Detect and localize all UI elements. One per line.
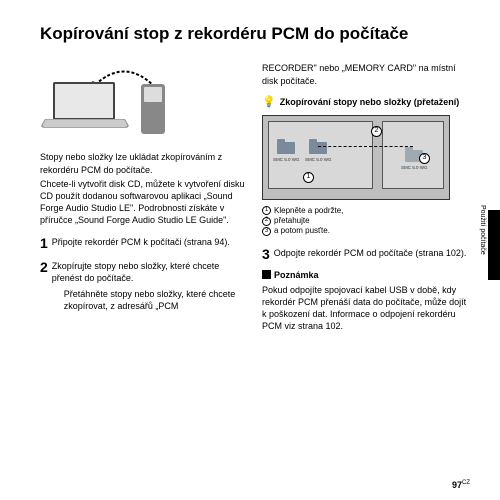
- legend-3: a potom pusťte.: [274, 226, 330, 236]
- step-number-1: 1: [40, 236, 48, 250]
- laptop-icon: [45, 82, 125, 134]
- folder-label-1: SMC 5.0 WG: [273, 157, 300, 163]
- lightbulb-icon: 💡: [262, 95, 276, 110]
- tip-heading-text: Zkopírování stopy nebo složky (přetažení…: [280, 96, 460, 108]
- window-dest: SMC 5.0 WG: [382, 121, 444, 189]
- folder-icon: [309, 142, 327, 154]
- intro-text-2: Chcete-li vytvořit disk CD, můžete k vyt…: [40, 178, 248, 227]
- step-3-text: Odpojte rekordér PCM od počítače (strana…: [274, 247, 467, 259]
- left-column: Stopy nebo složky lze ukládat zkopírován…: [40, 62, 248, 332]
- step-2: 2 Zkopírujte stopy nebo složky, které ch…: [40, 260, 248, 312]
- diagram-marker-2: 2: [371, 126, 382, 137]
- legend-2: přetahujte: [274, 216, 310, 226]
- right-column: RECORDER" nebo „MEMORY CARD" na místní d…: [262, 62, 470, 332]
- folder-icon: [277, 142, 295, 154]
- step-3: 3 Odpojte rekordér PCM od počítače (stra…: [262, 247, 470, 261]
- content-columns: Stopy nebo složky lze ukládat zkopírován…: [40, 62, 470, 332]
- note-heading: Poznámka: [262, 269, 470, 281]
- drag-diagram: SMC 5.0 WG SMC 5.0 WG SMC 5.0 WG 1 2 3: [262, 115, 450, 200]
- step-1: 1 Připojte rekordér PCM k počítači (stra…: [40, 236, 248, 250]
- folder-label-3: SMC 5.0 WG: [401, 165, 428, 171]
- legend-1: Klepněte a podržte,: [274, 206, 343, 216]
- diagram-marker-1: 1: [303, 172, 314, 183]
- diagram-legend: 1Klepněte a podržte, 2přetahujte 3a poto…: [262, 206, 470, 237]
- tip-heading: 💡 Zkopírování stopy nebo složky (přetaže…: [262, 95, 470, 110]
- step-1-text: Připojte rekordér PCM k počítači (strana…: [52, 236, 230, 248]
- note-heading-text: Poznámka: [274, 269, 319, 281]
- note-icon: [262, 270, 271, 279]
- step-2-text: Zkopírujte stopy nebo složky, které chce…: [52, 261, 219, 283]
- folder-label-2: SMC 5.0 WG: [305, 157, 332, 163]
- step-number-3: 3: [262, 247, 270, 261]
- page-number: 97CZ: [452, 480, 470, 490]
- continuation-text: RECORDER" nebo „MEMORY CARD" na místní d…: [262, 62, 470, 86]
- side-label: Použití počítače: [479, 205, 486, 255]
- drag-path-line: [318, 146, 413, 147]
- intro-text-1: Stopy nebo složky lze ukládat zkopírován…: [40, 151, 248, 175]
- note-body: Pokud odpojíte spojovací kabel USB v dob…: [262, 284, 470, 333]
- illustration-transfer: [40, 62, 195, 137]
- diagram-marker-3: 3: [419, 153, 430, 164]
- step-number-2: 2: [40, 260, 48, 274]
- page-title: Kopírování stop z rekordéru PCM do počít…: [40, 24, 470, 44]
- window-source: SMC 5.0 WG SMC 5.0 WG: [268, 121, 373, 189]
- side-tab: [488, 210, 500, 280]
- recorder-icon: [141, 84, 165, 134]
- step-2-sub: Přetáhněte stopy nebo složky, které chce…: [64, 288, 248, 312]
